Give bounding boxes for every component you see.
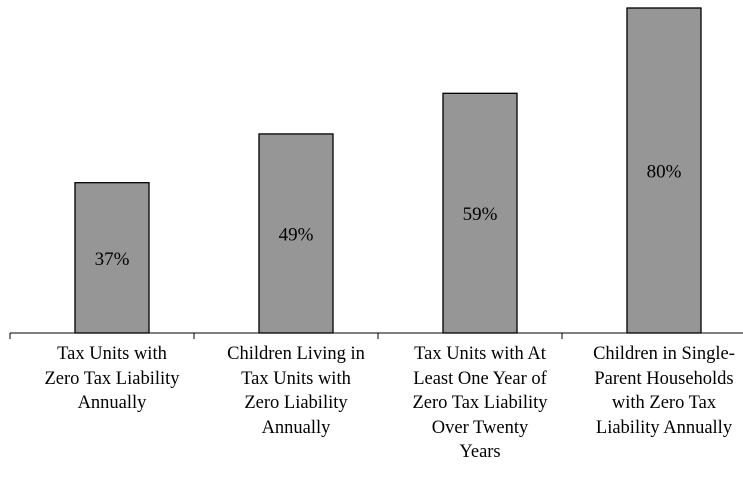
bar: [442, 92, 518, 334]
bar-data-label: 49%: [279, 224, 314, 245]
x-axis-category-label: Tax Units with Zero Tax Liability Annual…: [44, 344, 180, 413]
x-axis-category-label: Children Living in Tax Units with Zero L…: [227, 344, 365, 438]
x-axis-category-label: Tax Units with At Least One Year of Zero…: [412, 344, 548, 462]
bar: [74, 182, 150, 334]
bars-group: [74, 7, 702, 334]
bar-data-label: 80%: [647, 162, 682, 183]
x-axis-ticks: [9, 333, 563, 339]
bar: [626, 7, 702, 334]
data-labels-group: 37% 49% 59% 80%: [95, 162, 682, 270]
bar-data-label: 59%: [463, 204, 498, 225]
bar: [258, 133, 334, 334]
bar-data-label: 37%: [95, 249, 130, 270]
x-axis-category-label: Children in Single- Parent Households wi…: [593, 344, 735, 438]
